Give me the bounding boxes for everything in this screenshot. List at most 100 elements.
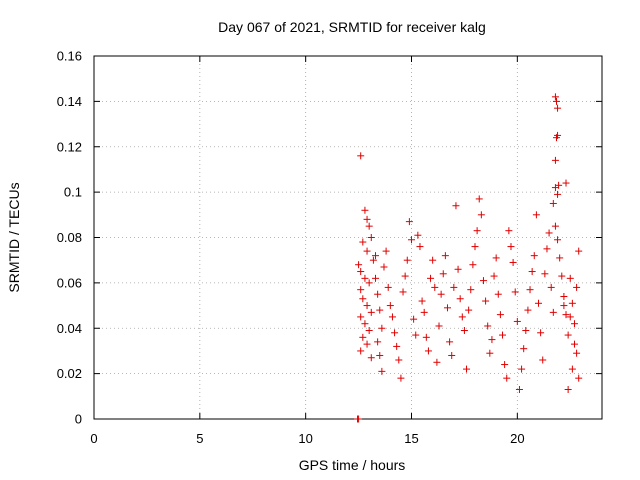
- y-tick-label: 0.04: [57, 321, 82, 336]
- data-point: [359, 238, 367, 246]
- data-point: [566, 313, 574, 321]
- data-point: [374, 338, 382, 346]
- data-point: [554, 190, 562, 198]
- data-point: [556, 254, 564, 262]
- data-point: [501, 361, 509, 369]
- data-point: [403, 256, 411, 264]
- grid-lines: [94, 56, 602, 419]
- data-point: [412, 331, 420, 339]
- data-point: [560, 302, 568, 310]
- x-axis-label: GPS time / hours: [299, 457, 406, 473]
- data-point: [391, 329, 399, 337]
- data-point: [414, 231, 422, 239]
- data-point: [388, 313, 396, 321]
- data-point: [363, 340, 371, 348]
- data-point: [365, 222, 373, 230]
- data-point: [357, 286, 365, 294]
- data-point: [448, 351, 456, 359]
- data-point: [547, 283, 555, 291]
- y-axis-label: SRMTID / TECUs: [6, 182, 22, 292]
- data-point: [363, 215, 371, 223]
- data-point: [554, 236, 562, 244]
- data-point: [541, 270, 549, 278]
- data-point: [361, 274, 369, 282]
- x-tick-label: 5: [196, 431, 203, 446]
- data-point: [446, 338, 454, 346]
- data-point: [562, 179, 570, 187]
- data-point: [509, 258, 517, 266]
- data-point: [441, 252, 449, 260]
- data-point: [405, 218, 413, 226]
- data-point: [494, 290, 502, 298]
- data-point: [361, 206, 369, 214]
- data-point: [378, 324, 386, 332]
- data-point: [562, 311, 570, 319]
- data-point: [374, 290, 382, 298]
- data-point: [520, 345, 528, 353]
- data-point: [558, 272, 566, 280]
- data-point: [570, 320, 578, 328]
- data-point: [568, 365, 576, 373]
- x-tick-label: 10: [298, 431, 312, 446]
- data-point: [380, 263, 388, 271]
- data-point: [507, 243, 515, 251]
- data-point: [418, 297, 426, 305]
- data-point: [475, 195, 483, 203]
- data-point: [532, 211, 540, 219]
- x-tick-label: 0: [90, 431, 97, 446]
- data-point: [355, 415, 363, 423]
- data-point: [420, 308, 428, 316]
- y-tick-label: 0.1: [64, 185, 82, 200]
- data-point: [376, 306, 384, 314]
- data-point: [560, 292, 568, 300]
- data-point: [511, 288, 519, 296]
- data-point: [515, 386, 523, 394]
- data-point: [526, 286, 534, 294]
- data-point: [486, 349, 494, 357]
- data-point: [359, 333, 367, 341]
- data-point: [376, 351, 384, 359]
- data-point: [537, 329, 545, 337]
- data-point: [499, 331, 507, 339]
- data-point: [482, 297, 490, 305]
- data-point: [372, 252, 380, 260]
- data-point: [535, 299, 542, 307]
- data-point: [496, 311, 504, 319]
- data-point: [575, 247, 583, 255]
- chart-title: Day 067 of 2021, SRMTID for receiver kal…: [218, 19, 486, 35]
- data-point: [566, 274, 574, 282]
- data-point: [369, 256, 377, 264]
- data-point: [568, 299, 576, 307]
- data-point: [479, 277, 487, 285]
- data-point: [456, 295, 464, 303]
- data-point: [518, 365, 526, 373]
- data-point: [463, 365, 471, 373]
- data-point: [555, 181, 563, 189]
- data-point: [528, 268, 536, 276]
- data-point: [469, 261, 477, 269]
- data-point: [427, 274, 435, 282]
- data-point: [410, 315, 418, 323]
- data-point: [539, 356, 547, 364]
- data-point: [570, 340, 578, 348]
- data-point: [545, 229, 553, 237]
- data-point: [416, 243, 424, 251]
- data-point: [450, 283, 458, 291]
- data-point: [401, 272, 409, 280]
- data-point: [365, 279, 373, 287]
- data-point: [549, 199, 557, 207]
- data-point: [429, 256, 437, 264]
- data-point: [424, 347, 432, 355]
- data-point: [554, 104, 562, 112]
- data-point: [357, 347, 365, 355]
- data-point: [460, 327, 468, 335]
- data-point: [397, 374, 405, 382]
- data-point: [433, 358, 441, 366]
- axis-ticks: [93, 55, 602, 420]
- data-point: [454, 265, 462, 273]
- data-point: [573, 349, 581, 357]
- x-tick-label: 20: [510, 431, 524, 446]
- data-point: [422, 333, 430, 341]
- data-point: [359, 295, 367, 303]
